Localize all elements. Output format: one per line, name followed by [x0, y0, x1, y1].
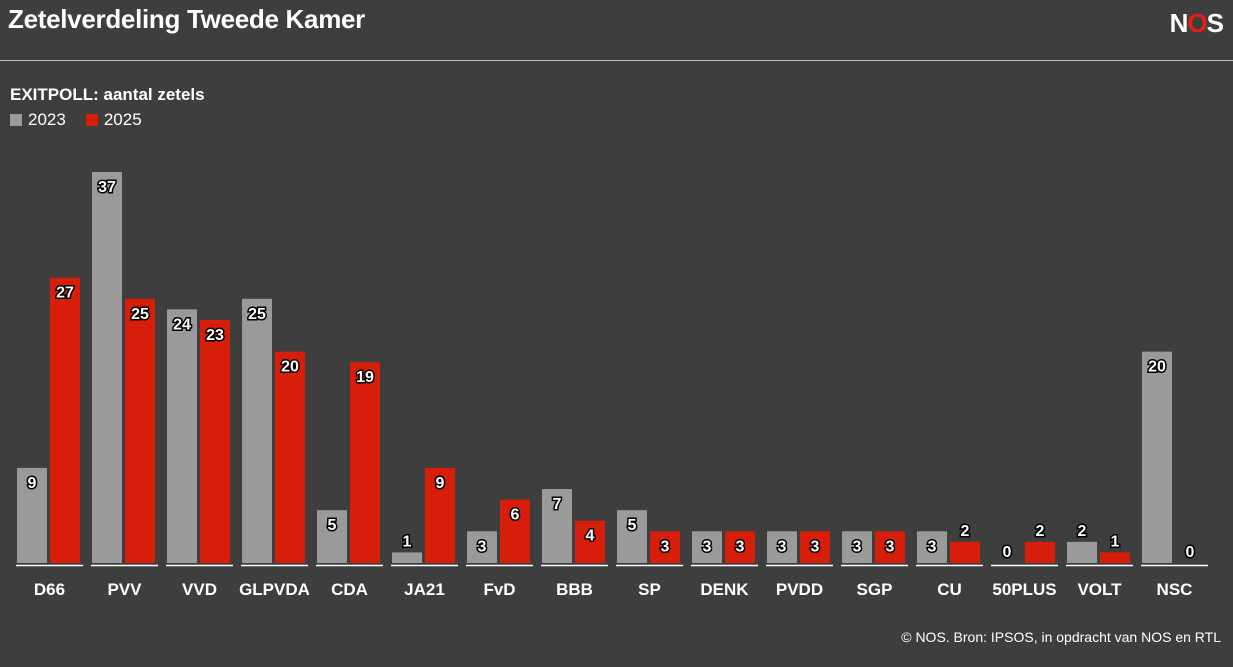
- value-label-50plus-2023: 0: [1003, 544, 1012, 561]
- logo-letter-o: O: [1187, 8, 1207, 38]
- value-label-cu-2023: 3: [928, 538, 937, 555]
- bar-ja21-2025: [425, 467, 455, 563]
- value-label-d66-2025: 27: [56, 285, 74, 302]
- legend: 2023 2025: [10, 110, 162, 130]
- category-label-pvv: PVV: [107, 580, 142, 599]
- value-label-d66-2023: 9: [28, 475, 37, 492]
- logo-letter-s: S: [1206, 8, 1224, 38]
- bar-cu-2025: [950, 541, 980, 563]
- category-label-bbb: BBB: [556, 580, 593, 599]
- bar-denk-2025: [725, 531, 755, 563]
- legend-label-2023: 2023: [28, 110, 66, 129]
- chart-subtitle: EXITPOLL: aantal zetels: [10, 85, 205, 104]
- value-label-volt-2023: 2: [1078, 523, 1087, 540]
- category-label-fvd: FvD: [483, 580, 515, 599]
- value-label-pvv-2023: 37: [98, 179, 116, 196]
- header-divider: [0, 60, 1233, 61]
- bar-pvdd-2025: [800, 531, 830, 563]
- bar-vvd-2023: [167, 309, 197, 563]
- value-label-cu-2025: 2: [961, 523, 970, 540]
- legend-item-2025: 2025: [85, 110, 142, 130]
- bar-glpvda-2023: [242, 298, 272, 563]
- bar-bbb-2025: [575, 520, 605, 563]
- bar-nsc-2023: [1142, 351, 1172, 563]
- value-label-glpvda-2025: 20: [281, 359, 299, 376]
- value-label-pvv-2025: 25: [131, 306, 149, 323]
- category-label-cda: CDA: [331, 580, 368, 599]
- category-label-nsc: NSC: [1157, 580, 1193, 599]
- legend-item-2023: 2023: [10, 110, 66, 130]
- legend-swatch-2025: [85, 114, 98, 126]
- category-label-cu: CU: [937, 580, 962, 599]
- value-label-glpvda-2023: 25: [248, 306, 266, 323]
- bar-fvd-2025: [500, 499, 530, 563]
- value-label-50plus-2025: 2: [1036, 523, 1045, 540]
- bar-sgp-2023: [842, 531, 872, 563]
- category-label-ja21: JA21: [404, 580, 445, 599]
- bar-denk-2023: [692, 531, 722, 563]
- value-label-pvdd-2025: 3: [811, 538, 820, 555]
- legend-swatch-2023: [10, 114, 22, 126]
- category-label-volt: VOLT: [1077, 580, 1122, 599]
- value-label-vvd-2023: 24: [173, 316, 191, 333]
- value-label-fvd-2025: 6: [511, 507, 520, 524]
- bar-pvdd-2023: [767, 531, 797, 563]
- chart-title: Zetelverdeling Tweede Kamer: [8, 4, 365, 34]
- category-label-sgp: SGP: [857, 580, 893, 599]
- category-label-d66: D66: [34, 580, 65, 599]
- category-label-vvd: VVD: [182, 580, 217, 599]
- source-note: © NOS. Bron: IPSOS, in opdracht van NOS …: [901, 629, 1221, 645]
- category-label-denk: DENK: [700, 580, 749, 599]
- category-label-sp: SP: [638, 580, 661, 599]
- bar-cda-2023: [317, 510, 347, 563]
- bar-sp-2025: [650, 531, 680, 563]
- bar-cda-2025: [350, 362, 380, 563]
- bar-d66-2023: [17, 467, 47, 563]
- bar-glpvda-2025: [275, 351, 305, 563]
- value-label-denk-2025: 3: [736, 538, 745, 555]
- value-label-bbb-2025: 4: [586, 528, 595, 545]
- value-label-nsc-2025: 0: [1186, 544, 1195, 561]
- value-label-cda-2025: 19: [356, 369, 374, 386]
- value-label-cda-2023: 5: [328, 517, 337, 534]
- bar-sp-2023: [617, 510, 647, 563]
- bar-fvd-2023: [467, 531, 497, 563]
- bar-50plus-2025: [1025, 541, 1055, 563]
- value-label-ja21-2023: 1: [403, 533, 412, 550]
- bar-sgp-2025: [875, 531, 905, 563]
- value-label-nsc-2023: 20: [1148, 359, 1166, 376]
- category-label-glpvda: GLPVDA: [239, 580, 310, 599]
- bar-pvv-2023: [92, 172, 122, 563]
- value-label-bbb-2023: 7: [553, 496, 562, 513]
- bar-pvv-2025: [125, 298, 155, 563]
- value-label-sgp-2025: 3: [886, 538, 895, 555]
- value-label-sgp-2023: 3: [853, 538, 862, 555]
- bar-vvd-2025: [200, 319, 230, 563]
- value-label-volt-2025: 1: [1111, 533, 1120, 550]
- value-label-denk-2023: 3: [703, 538, 712, 555]
- value-label-sp-2023: 5: [628, 517, 637, 534]
- value-label-fvd-2023: 3: [478, 538, 487, 555]
- value-label-ja21-2025: 9: [436, 475, 445, 492]
- bar-d66-2025: [50, 277, 80, 563]
- nos-logo: N O S: [1169, 8, 1224, 39]
- category-label-50plus: 50PLUS: [992, 580, 1056, 599]
- bar-ja21-2023: [392, 552, 422, 563]
- bar-bbb-2023: [542, 489, 572, 563]
- value-label-vvd-2025: 23: [206, 327, 224, 344]
- legend-label-2025: 2025: [103, 110, 142, 129]
- bar-volt-2023: [1067, 541, 1097, 563]
- value-label-sp-2025: 3: [661, 538, 670, 555]
- category-label-pvdd: PVDD: [776, 580, 823, 599]
- logo-letter-n: N: [1169, 8, 1189, 38]
- bar-volt-2025: [1100, 552, 1130, 563]
- value-label-pvdd-2023: 3: [778, 538, 787, 555]
- bar-cu-2023: [917, 531, 947, 563]
